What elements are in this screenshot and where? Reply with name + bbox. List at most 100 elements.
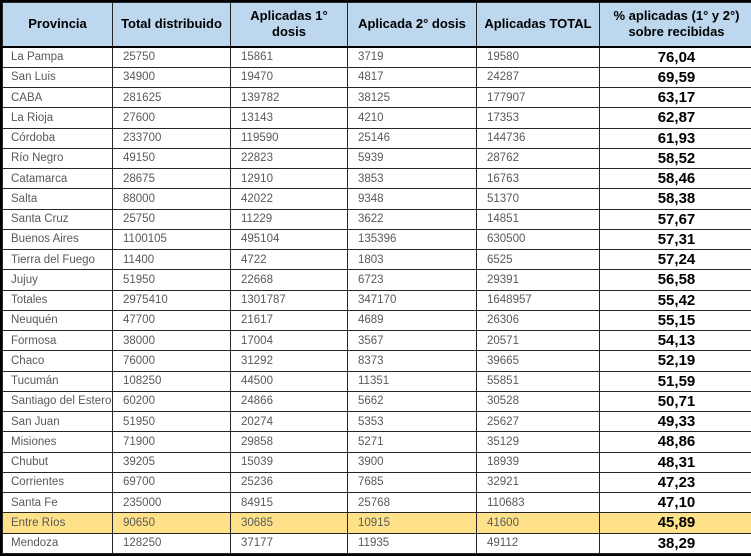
pct-cell[interactable]: 38,29 [599, 532, 751, 555]
aplicada-2-dosis-cell[interactable]: 1803 [347, 249, 477, 271]
province-cell[interactable]: Salta [2, 188, 113, 210]
province-cell[interactable]: Santiago del Estero [2, 390, 113, 413]
aplicadas-total-cell[interactable]: 35129 [476, 431, 600, 453]
aplicada-2-dosis-cell[interactable]: 5271 [347, 431, 477, 453]
aplicadas-1-dosis-cell[interactable]: 29858 [230, 431, 348, 453]
total-distribuido-cell[interactable]: 76000 [112, 350, 231, 372]
province-cell[interactable]: Córdoba [2, 127, 113, 149]
aplicadas-1-dosis-cell[interactable]: 139782 [230, 87, 348, 109]
aplicadas-1-dosis-cell[interactable]: 30685 [230, 512, 348, 534]
aplicadas-1-dosis-cell[interactable]: 495104 [230, 228, 348, 251]
province-cell[interactable]: Corrientes [2, 471, 113, 494]
aplicadas-total-cell[interactable]: 144736 [476, 127, 600, 149]
total-distribuido-cell[interactable]: 128250 [112, 532, 231, 555]
aplicadas-total-cell[interactable]: 17353 [476, 107, 600, 129]
province-cell[interactable]: Tierra del Fuego [2, 249, 113, 271]
aplicada-2-dosis-cell[interactable]: 38125 [347, 87, 477, 109]
aplicadas-total-cell[interactable]: 19580 [476, 46, 600, 68]
pct-cell[interactable]: 58,52 [599, 147, 751, 170]
total-distribuido-cell[interactable]: 233700 [112, 127, 231, 149]
province-cell[interactable]: Tucumán [2, 370, 113, 392]
total-distribuido-cell[interactable]: 51950 [112, 269, 231, 291]
pct-cell[interactable]: 76,04 [599, 46, 751, 68]
aplicadas-total-cell[interactable]: 49112 [476, 532, 600, 555]
total-distribuido-cell[interactable]: 71900 [112, 431, 231, 453]
aplicadas-total-cell[interactable]: 6525 [476, 249, 600, 271]
pct-cell[interactable]: 57,67 [599, 208, 751, 230]
total-distribuido-cell[interactable]: 108250 [112, 370, 231, 392]
pct-cell[interactable]: 62,87 [599, 107, 751, 129]
aplicadas-1-dosis-cell[interactable]: 42022 [230, 188, 348, 210]
aplicadas-total-cell[interactable]: 32921 [476, 471, 600, 494]
province-cell[interactable]: La Pampa [2, 46, 113, 68]
aplicada-2-dosis-cell[interactable]: 3853 [347, 168, 477, 190]
aplicada-2-dosis-cell[interactable]: 347170 [347, 289, 477, 311]
pct-cell[interactable]: 54,13 [599, 330, 751, 352]
aplicada-2-dosis-cell[interactable]: 7685 [347, 471, 477, 494]
province-cell[interactable]: San Juan [2, 411, 113, 433]
aplicada-2-dosis-cell[interactable]: 3622 [347, 208, 477, 230]
aplicadas-1-dosis-cell[interactable]: 22668 [230, 269, 348, 291]
province-cell[interactable]: Buenos Aires [2, 228, 113, 251]
province-cell[interactable]: Entre Ríos [2, 512, 113, 534]
aplicadas-total-cell[interactable]: 55851 [476, 370, 600, 392]
province-cell[interactable]: Río Negro [2, 147, 113, 170]
pct-cell[interactable]: 45,89 [599, 512, 751, 534]
aplicada-2-dosis-cell[interactable]: 6723 [347, 269, 477, 291]
total-distribuido-cell[interactable]: 1100105 [112, 228, 231, 251]
pct-cell[interactable]: 57,24 [599, 249, 751, 271]
total-distribuido-cell[interactable]: 235000 [112, 492, 231, 514]
aplicada-2-dosis-cell[interactable]: 135396 [347, 228, 477, 251]
aplicadas-total-cell[interactable]: 30528 [476, 390, 600, 413]
aplicada-2-dosis-cell[interactable]: 11351 [347, 370, 477, 392]
total-distribuido-cell[interactable]: 25750 [112, 46, 231, 68]
aplicadas-1-dosis-cell[interactable]: 44500 [230, 370, 348, 392]
pct-cell[interactable]: 61,93 [599, 127, 751, 149]
province-cell[interactable]: Jujuy [2, 269, 113, 291]
aplicadas-total-cell[interactable]: 28762 [476, 147, 600, 170]
province-cell[interactable]: CABA [2, 87, 113, 109]
pct-cell[interactable]: 69,59 [599, 66, 751, 89]
total-distribuido-cell[interactable]: 69700 [112, 471, 231, 494]
aplicadas-total-cell[interactable]: 1648957 [476, 289, 600, 311]
total-distribuido-cell[interactable]: 51950 [112, 411, 231, 433]
col-header-aplicada-2-dosis[interactable]: Aplicada 2° dosis [347, 2, 477, 48]
aplicadas-1-dosis-cell[interactable]: 119590 [230, 127, 348, 149]
aplicadas-total-cell[interactable]: 177907 [476, 87, 600, 109]
col-header-provincia[interactable]: Provincia [2, 2, 113, 48]
province-cell[interactable]: La Rioja [2, 107, 113, 129]
pct-cell[interactable]: 48,31 [599, 451, 751, 473]
col-header-aplicadas-1-dosis[interactable]: Aplicadas 1° dosis [230, 2, 348, 48]
aplicadas-1-dosis-cell[interactable]: 31292 [230, 350, 348, 372]
aplicada-2-dosis-cell[interactable]: 5353 [347, 411, 477, 433]
total-distribuido-cell[interactable]: 11400 [112, 249, 231, 271]
province-cell[interactable]: Chubut [2, 451, 113, 473]
pct-cell[interactable]: 50,71 [599, 390, 751, 413]
total-distribuido-cell[interactable]: 90650 [112, 512, 231, 534]
aplicada-2-dosis-cell[interactable]: 3719 [347, 46, 477, 68]
province-cell[interactable]: Chaco [2, 350, 113, 372]
aplicada-2-dosis-cell[interactable]: 25146 [347, 127, 477, 149]
aplicada-2-dosis-cell[interactable]: 4817 [347, 66, 477, 89]
total-distribuido-cell[interactable]: 47700 [112, 309, 231, 332]
province-cell[interactable]: Santa Fe [2, 492, 113, 514]
aplicadas-total-cell[interactable]: 18939 [476, 451, 600, 473]
total-distribuido-cell[interactable]: 27600 [112, 107, 231, 129]
total-distribuido-cell[interactable]: 28675 [112, 168, 231, 190]
aplicadas-total-cell[interactable]: 51370 [476, 188, 600, 210]
pct-cell[interactable]: 47,23 [599, 471, 751, 494]
aplicadas-1-dosis-cell[interactable]: 11229 [230, 208, 348, 230]
aplicada-2-dosis-cell[interactable]: 3900 [347, 451, 477, 473]
aplicada-2-dosis-cell[interactable]: 8373 [347, 350, 477, 372]
aplicadas-total-cell[interactable]: 29391 [476, 269, 600, 291]
aplicadas-1-dosis-cell[interactable]: 20274 [230, 411, 348, 433]
province-cell[interactable]: San Luis [2, 66, 113, 89]
aplicada-2-dosis-cell[interactable]: 4689 [347, 309, 477, 332]
aplicadas-1-dosis-cell[interactable]: 21617 [230, 309, 348, 332]
aplicada-2-dosis-cell[interactable]: 10915 [347, 512, 477, 534]
total-distribuido-cell[interactable]: 39205 [112, 451, 231, 473]
aplicadas-total-cell[interactable]: 39665 [476, 350, 600, 372]
aplicadas-1-dosis-cell[interactable]: 1301787 [230, 289, 348, 311]
aplicadas-total-cell[interactable]: 110683 [476, 492, 600, 514]
aplicada-2-dosis-cell[interactable]: 5939 [347, 147, 477, 170]
